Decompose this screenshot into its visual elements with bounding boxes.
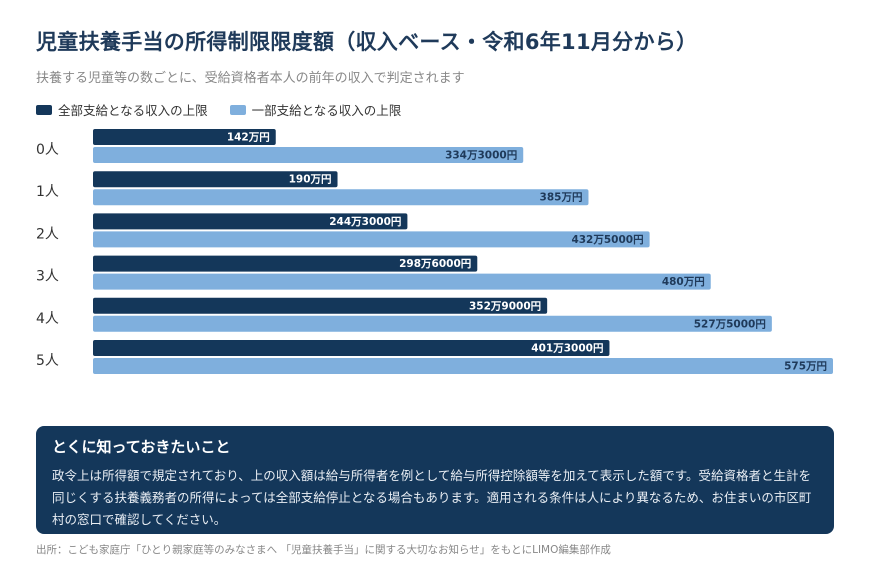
legend-label-full: 全部支給となる収入の上限 bbox=[58, 103, 208, 118]
bar-value-label: 334万3000円 bbox=[445, 150, 517, 162]
legend-item-full: 全部支給となる収入の上限 bbox=[36, 100, 208, 119]
bar-value-label: 190万円 bbox=[289, 174, 332, 186]
bar-full bbox=[93, 129, 276, 145]
chart-title: 児童扶養手当の所得制限限度額（収入ベース・令和6年11月分から） bbox=[36, 30, 698, 54]
category-label: 2人 bbox=[36, 226, 59, 242]
bar-full bbox=[93, 340, 610, 356]
bar-full bbox=[93, 255, 478, 272]
legend: 全部支給となる収入の上限 一部支給となる収入の上限 bbox=[36, 100, 423, 119]
legend-label-partial: 一部支給となる収入の上限 bbox=[251, 103, 402, 118]
bar-partial bbox=[93, 231, 650, 248]
note-body: 政令上は所得額で規定されており、上の収入額は給与所得者を例として給与所得控除額等… bbox=[52, 468, 812, 527]
category-label: 3人 bbox=[36, 269, 59, 285]
bar-full bbox=[93, 213, 408, 230]
legend-swatch-partial bbox=[229, 104, 246, 115]
bar-partial bbox=[93, 189, 589, 206]
bar-value-label: 142万円 bbox=[227, 132, 270, 144]
bar-value-label: 432万5000円 bbox=[571, 234, 643, 246]
bar-value-label: 480万円 bbox=[662, 276, 705, 288]
bar-value-label: 401万3000円 bbox=[531, 343, 603, 355]
source-text: 出所：こども家庭庁「ひとり親家庭等のみなさまへ 「児童扶養手当」に関する大切なお… bbox=[36, 544, 611, 556]
note-title: とくに知っておきたいこと bbox=[52, 438, 231, 456]
bar-partial bbox=[93, 273, 711, 290]
bar-partial bbox=[93, 147, 524, 163]
bar-partial bbox=[93, 315, 772, 332]
bar-value-label: 385万円 bbox=[540, 192, 583, 204]
bar-full bbox=[93, 297, 548, 314]
category-label: 5人 bbox=[36, 353, 59, 369]
category-label: 4人 bbox=[36, 311, 59, 327]
bar-value-label: 244万3000円 bbox=[329, 216, 401, 228]
bar-value-label: 575万円 bbox=[784, 361, 827, 373]
bar-chart: 0人 142万円 334万3000円 1人 190万円 385万円 2人 244万3000円 4… bbox=[36, 129, 833, 374]
bar-value-label: 352万9000円 bbox=[469, 300, 541, 312]
category-label: 0人 bbox=[36, 142, 59, 158]
chart-subtitle: 扶養する児童等の数ごとに、受給資格者本人の前年の収入で判定されます bbox=[36, 71, 465, 86]
category-label: 1人 bbox=[36, 184, 59, 200]
bar-value-label: 298万6000円 bbox=[399, 258, 471, 270]
bar-partial bbox=[93, 358, 833, 374]
bar-full bbox=[93, 171, 338, 188]
note-box: とくに知っておきたいこと 政令上は所得額で規定されており、上の収入額は給与所得者… bbox=[36, 426, 834, 534]
legend-item-partial: 一部支給となる収入の上限 bbox=[229, 100, 402, 119]
bar-value-label: 527万5000円 bbox=[694, 318, 766, 330]
legend-swatch-full bbox=[36, 104, 52, 115]
